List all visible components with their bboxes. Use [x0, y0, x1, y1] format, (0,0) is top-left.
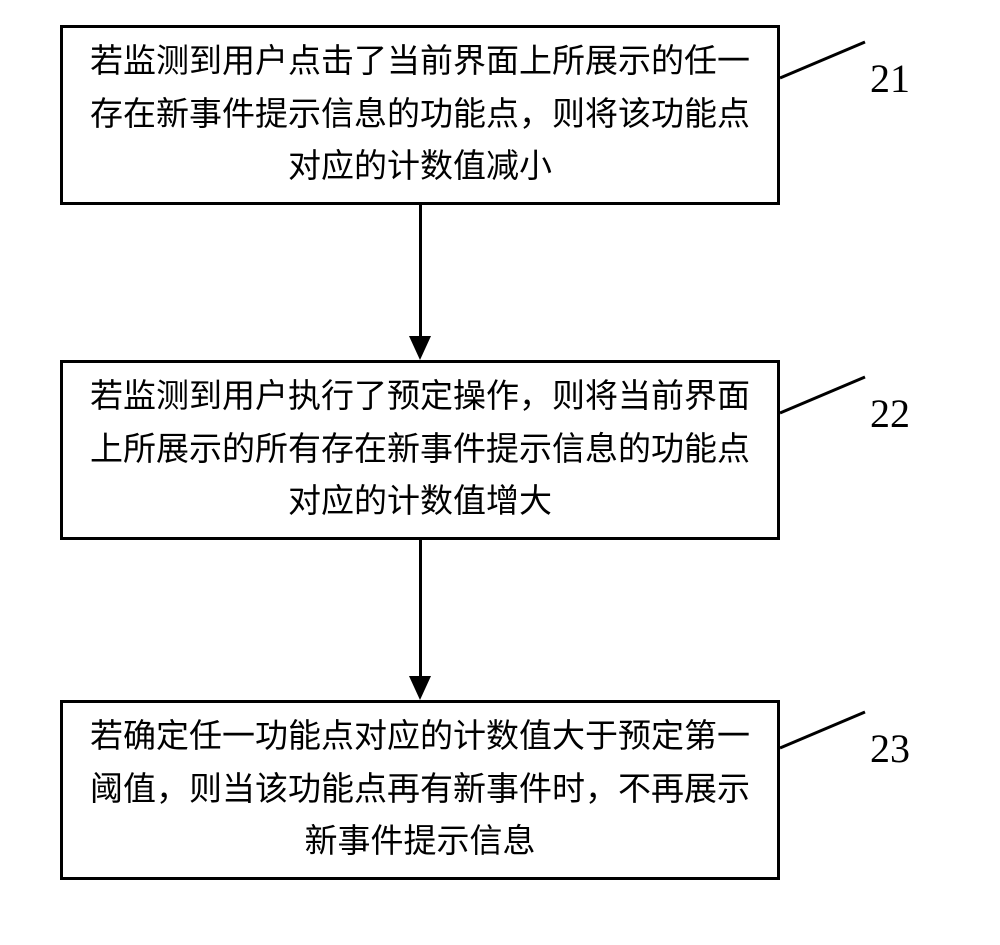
node-1-text: 若监测到用户点击了当前界面上所展示的任一存在新事件提示信息的功能点，则将该功能点… [83, 36, 757, 194]
edge-1-head [409, 336, 431, 360]
flowchart-canvas: 若监测到用户点击了当前界面上所展示的任一存在新事件提示信息的功能点，则将该功能点… [0, 0, 1000, 945]
leader-2 [780, 373, 870, 418]
flowchart-node-2: 若监测到用户执行了预定操作，则将当前界面上所展示的所有存在新事件提示信息的功能点… [60, 360, 780, 540]
edge-2-head [409, 676, 431, 700]
node-1-label: 21 [870, 55, 910, 102]
leader-1 [780, 38, 870, 83]
edge-2-line [419, 540, 422, 676]
node-3-label: 23 [870, 725, 910, 772]
flowchart-node-3: 若确定任一功能点对应的计数值大于预定第一阈值，则当该功能点再有新事件时，不再展示… [60, 700, 780, 880]
flowchart-node-1: 若监测到用户点击了当前界面上所展示的任一存在新事件提示信息的功能点，则将该功能点… [60, 25, 780, 205]
leader-3 [780, 708, 870, 753]
node-3-text: 若确定任一功能点对应的计数值大于预定第一阈值，则当该功能点再有新事件时，不再展示… [83, 711, 757, 869]
edge-1-line [419, 205, 422, 336]
node-2-label: 22 [870, 390, 910, 437]
node-2-text: 若监测到用户执行了预定操作，则将当前界面上所展示的所有存在新事件提示信息的功能点… [83, 371, 757, 529]
